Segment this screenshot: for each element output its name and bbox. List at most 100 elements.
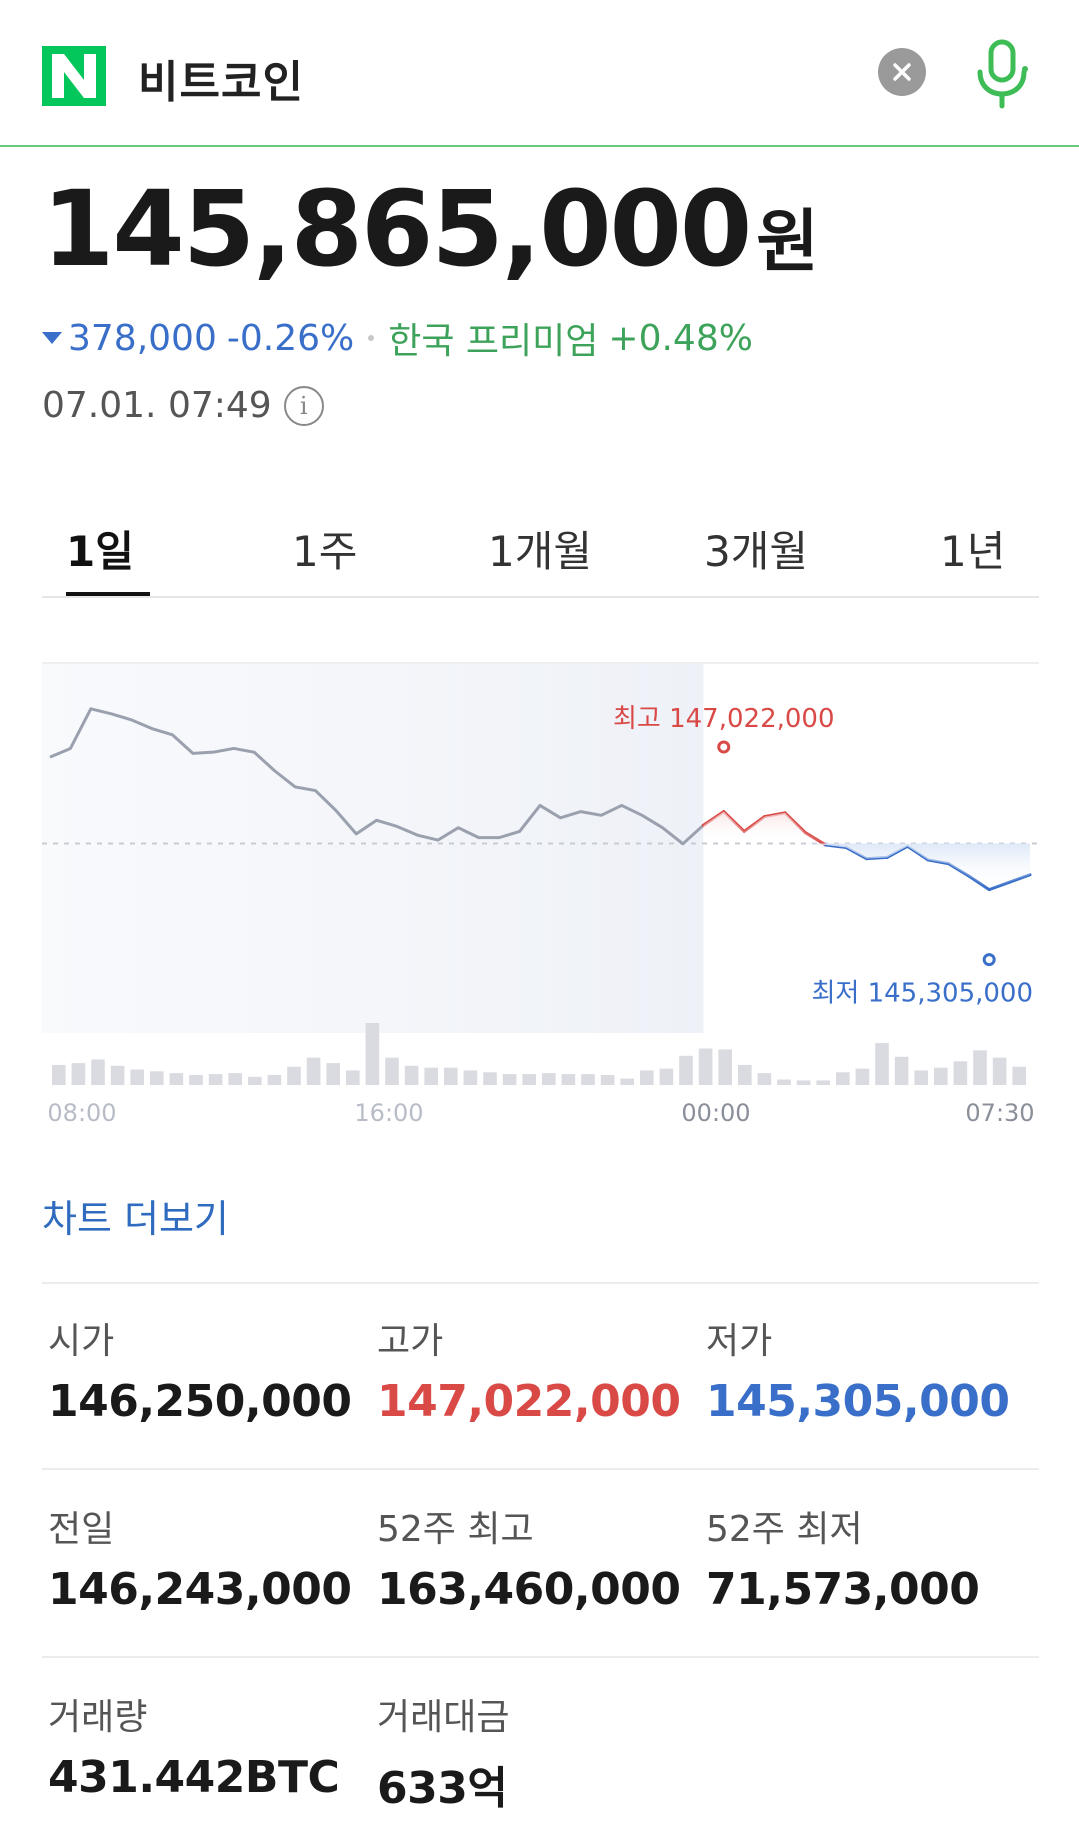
stat-label: 거래량 xyxy=(48,1697,148,1738)
volume-bar xyxy=(953,1061,968,1085)
high-label: 최고 147,022,000 xyxy=(613,704,835,734)
volume-bar xyxy=(365,1023,380,1085)
separator-dot xyxy=(368,335,375,341)
stat-label: 고가 xyxy=(377,1321,444,1362)
volume-bar xyxy=(738,1064,752,1085)
volume-bar xyxy=(914,1070,928,1085)
volume-bar xyxy=(169,1073,184,1085)
price-value: 145,865,000 xyxy=(42,168,752,290)
price-line-past xyxy=(49,707,705,846)
volume-bar xyxy=(228,1073,242,1085)
price-unit: 원 xyxy=(756,203,819,282)
divider xyxy=(42,1282,1039,1284)
stat-label: 52주 최저 xyxy=(706,1509,863,1550)
volume-bar xyxy=(130,1069,144,1085)
timestamp: 07.01. 07:49 xyxy=(42,385,272,426)
down-arrow-icon xyxy=(42,332,62,344)
volume-bar xyxy=(836,1072,850,1085)
more-chart-link[interactable]: 차트 더보기 xyxy=(42,1197,229,1241)
stat-52w-low: 52주 최저 71,573,000 xyxy=(706,1500,980,1615)
change-percent: -0.26% xyxy=(226,317,355,359)
stat-trade-value: 거래대금 633억 xyxy=(377,1688,509,1816)
tab-3month[interactable]: 3개월 xyxy=(704,526,809,576)
volume-bar xyxy=(110,1065,125,1085)
volume-bar xyxy=(189,1074,203,1085)
volume-bar xyxy=(777,1079,791,1085)
price-line-segment xyxy=(946,862,971,878)
volume-bar xyxy=(875,1043,889,1085)
stat-value: 431.442BTC xyxy=(48,1752,340,1803)
volume-bar xyxy=(483,1072,497,1085)
stat-label: 전일 xyxy=(48,1509,115,1550)
volume-bar xyxy=(992,1057,1007,1085)
volume-bar xyxy=(71,1063,86,1085)
tab-1month[interactable]: 1개월 xyxy=(488,526,593,576)
volume-bar xyxy=(757,1073,772,1085)
stat-low: 저가 145,305,000 xyxy=(706,1312,1010,1427)
korea-premium-label: 한국 프리미엄 xyxy=(388,321,599,362)
tab-1day[interactable]: 1일 xyxy=(66,526,134,576)
volume-bar xyxy=(150,1071,164,1085)
highlighted-period-band xyxy=(42,664,704,1033)
stat-label: 시가 xyxy=(48,1321,115,1362)
volume-bar xyxy=(91,1059,105,1085)
volume-bar xyxy=(463,1070,478,1085)
period-tabs: 1일 1주 1개월 3개월 1년 xyxy=(42,500,1039,598)
price-line-segment xyxy=(906,844,930,862)
stat-label: 저가 xyxy=(706,1321,773,1362)
stat-value: 146,243,000 xyxy=(48,1564,352,1615)
tab-1week[interactable]: 1주 xyxy=(292,526,358,576)
volume-bar xyxy=(600,1074,615,1085)
volume-bar xyxy=(424,1067,438,1085)
volume-bar xyxy=(640,1070,654,1085)
stat-52w-high: 52주 최고 163,460,000 xyxy=(377,1500,681,1615)
volume-bar xyxy=(816,1080,830,1085)
volume-bar xyxy=(287,1066,301,1085)
close-icon xyxy=(893,63,911,81)
current-price: 145,865,000 원 xyxy=(42,168,819,290)
x-tick-label: 16:00 xyxy=(354,1099,423,1125)
voice-search-button[interactable] xyxy=(972,38,1032,110)
below-reference-fill xyxy=(703,843,1030,890)
high-marker xyxy=(717,740,731,754)
volume-bar xyxy=(346,1070,360,1085)
price-chart[interactable]: 최고 147,022,000 최저 145,305,000 08:00 16:00 00… xyxy=(42,655,1039,1125)
volume-bar xyxy=(561,1074,576,1085)
tab-1year[interactable]: 1년 xyxy=(940,526,1006,576)
volume-bar xyxy=(934,1067,948,1085)
volume-bar xyxy=(326,1063,340,1085)
above-reference-fill xyxy=(703,811,1030,844)
x-tick-label: 00:00 xyxy=(681,1099,750,1125)
active-tab-indicator xyxy=(66,592,150,596)
volume-bar xyxy=(973,1050,987,1085)
naver-logo[interactable] xyxy=(42,46,106,106)
divider xyxy=(42,1656,1039,1658)
volume-bar xyxy=(659,1068,674,1085)
stat-prev-close: 전일 146,243,000 xyxy=(48,1500,352,1615)
clear-search-button[interactable] xyxy=(878,48,926,96)
stat-label: 52주 최고 xyxy=(377,1509,534,1550)
microphone-icon xyxy=(977,39,1028,109)
stat-value: 71,573,000 xyxy=(706,1564,980,1615)
volume-bar xyxy=(679,1055,693,1085)
volume-bar xyxy=(796,1080,811,1085)
volume-bar xyxy=(502,1074,517,1085)
volume-bar xyxy=(385,1057,399,1085)
price-chart-svg: 최고 147,022,000 최저 145,305,000 08:00 16:00 00… xyxy=(42,662,1039,1125)
stat-label: 거래대금 xyxy=(377,1697,510,1738)
change-row: 378,000 -0.26% 한국 프리미엄 +0.48% xyxy=(42,312,753,364)
volume-bar xyxy=(620,1078,634,1085)
stat-value: 145,305,000 xyxy=(706,1376,1010,1427)
stat-high: 고가 147,022,000 xyxy=(377,1312,681,1427)
volume-bar xyxy=(542,1073,556,1085)
stat-value: 633억 xyxy=(377,1763,508,1814)
volume-bar xyxy=(581,1074,595,1085)
search-query[interactable]: 비트코인 xyxy=(138,57,304,108)
volume-bar xyxy=(522,1074,536,1085)
divider xyxy=(42,1468,1039,1470)
timestamp-row: 07.01. 07:49 i xyxy=(42,385,324,426)
low-label: 최저 145,305,000 xyxy=(811,979,1033,1009)
low-marker xyxy=(982,953,996,967)
stat-value: 163,460,000 xyxy=(377,1564,681,1615)
info-icon[interactable]: i xyxy=(283,385,324,426)
